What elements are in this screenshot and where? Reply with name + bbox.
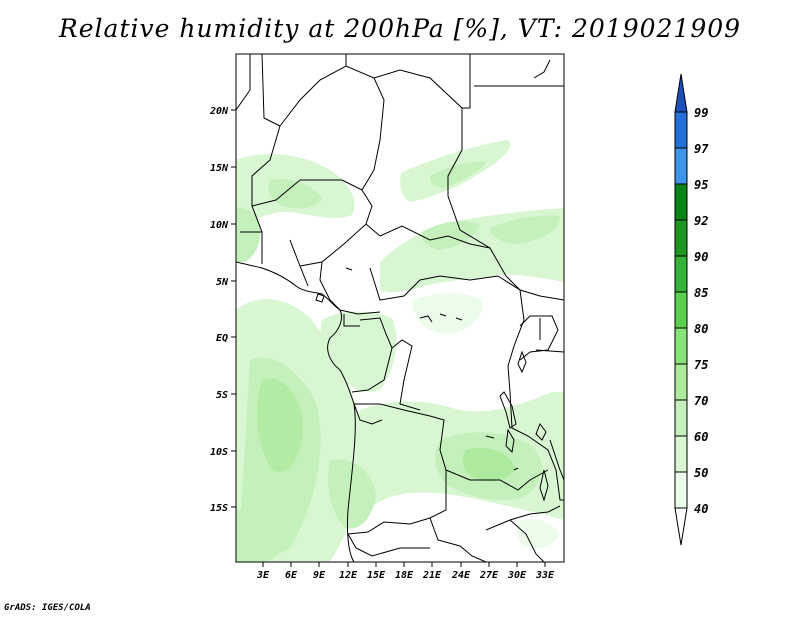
colorbar-label: 99: [694, 106, 708, 120]
colorbar-label: 90: [694, 250, 708, 264]
lon-tick-label: 30E: [507, 570, 527, 581]
colorbar-label: 85: [694, 286, 708, 300]
lat-tick-label: 10N: [210, 220, 229, 231]
map-frame: [235, 53, 565, 563]
colorbar-segment: [674, 471, 688, 509]
colorbar-label: 60: [694, 430, 708, 444]
colorbar-segment: [674, 507, 688, 546]
colorbar-segment: [674, 435, 688, 473]
lat-tick-label: 15N: [210, 163, 229, 174]
colorbar-label: 75: [694, 358, 708, 372]
colorbar-segment: [674, 219, 688, 257]
lat-tick-label: EQ: [216, 333, 228, 344]
lon-tick-label: 27E: [479, 570, 499, 581]
lon-tick-label: 15E: [367, 570, 386, 581]
lon-tick-labels: 3E 6E 9E 12E 15E 18E 21E 24E 27E 30E 33E: [256, 570, 555, 581]
colorbar-label: 40: [694, 502, 708, 516]
lat-tick-label: 10S: [210, 447, 228, 458]
credit-text: GrADS: IGES/COLA: [4, 603, 91, 613]
colorbar-label: 80: [694, 322, 708, 336]
lat-tick-label: 15S: [210, 503, 228, 514]
colorbar-label: 50: [694, 466, 708, 480]
colorbar-label: 70: [694, 394, 708, 408]
lon-tick-label: 24E: [451, 570, 471, 581]
humidity-shading: [236, 140, 564, 562]
map-title: Relative humidity at 200hPa [%], VT: 201…: [58, 14, 742, 43]
colorbar-segment: [674, 147, 688, 185]
colorbar-segment: [674, 183, 688, 221]
colorbar: 40 50 60 70 75 80 85 90 92 95 97 99: [674, 73, 709, 546]
lon-tick-marks: [262, 562, 546, 567]
colorbar-segment: [674, 111, 688, 149]
colorbar-segment: [674, 327, 688, 365]
lon-tick-label: 3E: [256, 570, 270, 581]
lat-tick-label: 5N: [216, 277, 229, 288]
lon-tick-label: 18E: [395, 570, 414, 581]
lake-outlines: [315, 267, 549, 502]
colorbar-label: 97: [694, 142, 709, 156]
lon-tick-label: 9E: [313, 570, 326, 581]
lon-tick-label: 21E: [422, 570, 442, 581]
colorbar-label: 95: [694, 178, 708, 192]
colorbar-label: 92: [694, 214, 708, 228]
country-borders: [236, 54, 564, 562]
colorbar-segment: [674, 363, 688, 401]
colorbar-segment: [674, 255, 688, 293]
lat-tick-marks: [231, 109, 236, 508]
colorbar-segment: [674, 73, 688, 113]
lon-tick-label: 33E: [535, 570, 555, 581]
colorbar-segment: [674, 291, 688, 329]
lat-tick-label: 20N: [209, 106, 229, 117]
lat-tick-labels: 20N 15N 10N 5N EQ 5S 10S 15S: [209, 106, 229, 514]
lon-tick-label: 12E: [339, 570, 358, 581]
lat-tick-label: 5S: [216, 390, 228, 401]
colorbar-segment: [674, 399, 688, 437]
lon-tick-label: 6E: [285, 570, 298, 581]
